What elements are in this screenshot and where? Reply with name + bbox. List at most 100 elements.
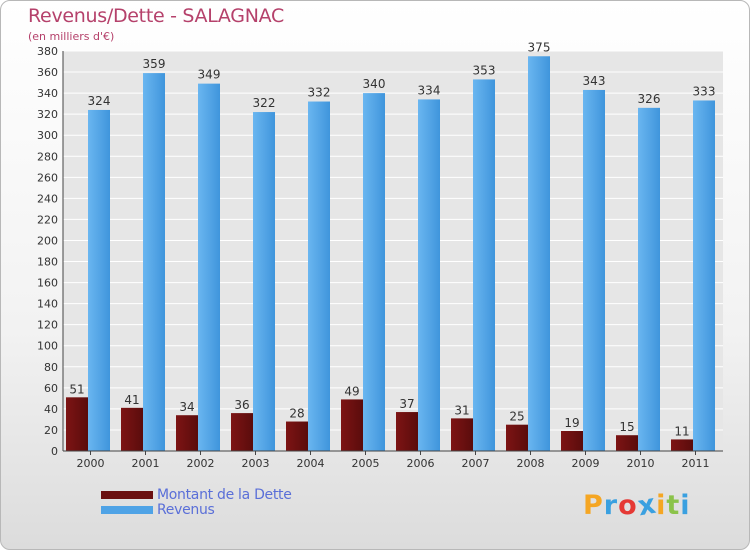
bar-revenue-2005 (363, 93, 385, 452)
bar-revenue-2007 (473, 79, 495, 451)
bar-debt-2005 (341, 399, 363, 451)
x-tick-label: 2010 (627, 457, 655, 470)
legend-swatch-revenue (101, 505, 153, 514)
bar-debt-2006 (396, 412, 418, 451)
data-label-revenue: 334 (418, 83, 441, 97)
y-tick-label: 220 (37, 213, 58, 226)
bar-debt-2011 (671, 439, 693, 451)
legend-label-debt: Montant de la Dette (157, 486, 292, 503)
bar-revenue-2001 (143, 73, 165, 452)
y-tick-label: 240 (37, 192, 58, 205)
bar-debt-2003 (231, 413, 253, 451)
x-tick-label: 2011 (682, 457, 710, 470)
data-label-revenue: 322 (253, 96, 276, 110)
data-label-debt: 19 (564, 416, 579, 430)
data-label-revenue: 349 (198, 68, 221, 82)
logo-letter: o (618, 490, 638, 521)
legend: Montant de la Dette Revenus (101, 486, 292, 518)
data-label-debt: 15 (619, 420, 634, 434)
y-tick-label: 20 (44, 424, 58, 437)
plot-background (63, 51, 723, 451)
bar-revenue-2006 (418, 99, 440, 451)
y-tick-label: 300 (37, 129, 58, 142)
data-label-debt: 31 (454, 403, 469, 417)
data-label-revenue: 333 (693, 84, 716, 98)
bar-revenue-2010 (638, 107, 660, 451)
y-tick-label: 280 (37, 150, 58, 163)
bar-revenue-2000 (88, 109, 110, 452)
bar-revenue-2011 (693, 100, 715, 451)
x-tick-label: 2000 (77, 457, 105, 470)
data-label-debt: 51 (69, 382, 84, 396)
y-tick-label: 340 (37, 87, 58, 100)
x-tick-label: 2009 (572, 457, 600, 470)
bar-debt-2009 (561, 431, 583, 451)
legend-item-debt: Montant de la Dette (101, 486, 292, 503)
x-tick-label: 2003 (242, 457, 270, 470)
x-tick-label: 2005 (352, 457, 380, 470)
y-tick-label: 320 (37, 108, 58, 121)
y-tick-label: 0 (51, 445, 58, 458)
bar-debt-2004 (286, 421, 308, 451)
bar-debt-2008 (506, 424, 528, 451)
data-label-revenue: 324 (88, 94, 111, 108)
axis-layer: 0 20 40 60 80 100 120 140 160 180 200 220 240 260 280 3… (37, 45, 723, 470)
bar-debt-2007 (451, 418, 473, 451)
bar-debt-2001 (121, 407, 143, 451)
chart-title: Revenus/Dette - SALAGNAC (28, 5, 284, 27)
legend-label-revenue: Revenus (157, 501, 215, 518)
y-tick-label: 200 (37, 234, 58, 247)
data-label-revenue: 332 (308, 86, 331, 100)
y-tick-label: 380 (37, 45, 58, 58)
logo-letter: P (583, 490, 604, 521)
data-label-debt: 41 (124, 393, 139, 407)
y-tick-label: 40 (44, 403, 58, 416)
data-label-revenue: 343 (583, 74, 606, 88)
bar-revenue-2009 (583, 89, 605, 452)
legend-swatch-debt (101, 490, 153, 499)
data-label-debt: 28 (289, 407, 304, 421)
y-tick-label: 80 (44, 361, 58, 374)
bar-revenue-2004 (308, 101, 330, 452)
y-tick-label: 180 (37, 256, 58, 269)
logo-letter: t (666, 490, 681, 521)
bar-revenue-2003 (253, 112, 275, 451)
y-tick-label: 160 (37, 277, 58, 290)
y-tick-label: 60 (44, 382, 58, 395)
y-tick-label: 360 (37, 66, 58, 79)
data-label-debt: 49 (344, 384, 359, 398)
legend-item-revenue: Revenus (101, 501, 292, 518)
x-tick-label: 2004 (297, 457, 325, 470)
data-label-revenue: 375 (528, 40, 551, 54)
grid-layer (63, 50, 723, 452)
bar-debt-2002 (176, 415, 198, 451)
data-label-revenue: 353 (473, 63, 496, 77)
data-label-revenue: 326 (638, 92, 661, 106)
bar-revenue-2002 (198, 83, 220, 451)
data-label-revenue: 340 (363, 77, 386, 91)
y-tick-label: 120 (37, 319, 58, 332)
data-label-debt: 36 (234, 398, 249, 412)
x-tick-label: 2001 (132, 457, 160, 470)
x-tick-label: 2006 (407, 457, 435, 470)
proxiti-logo: Proxiti (583, 489, 691, 523)
logo-letter: r (603, 490, 619, 521)
bars-layer: 51 324 41 359 34 349 36 322 28 332 49 340 37 334 31 353… (66, 40, 716, 452)
data-label-debt: 11 (674, 424, 689, 438)
x-tick-label: 2002 (187, 457, 215, 470)
logo-letter: i (680, 490, 691, 521)
y-tick-label: 260 (37, 171, 58, 184)
y-tick-label: 140 (37, 298, 58, 311)
x-tick-label: 2008 (517, 457, 545, 470)
logo-letter: i (656, 490, 667, 521)
x-tick-label: 2007 (462, 457, 490, 470)
data-label-debt: 34 (179, 400, 194, 414)
chart-subtitle: (en milliers d'€) (28, 30, 115, 43)
data-label-debt: 37 (399, 397, 414, 411)
data-label-revenue: 359 (143, 57, 166, 71)
y-tick-label: 100 (37, 340, 58, 353)
bar-revenue-2008 (528, 56, 550, 452)
bar-debt-2000 (66, 397, 88, 451)
